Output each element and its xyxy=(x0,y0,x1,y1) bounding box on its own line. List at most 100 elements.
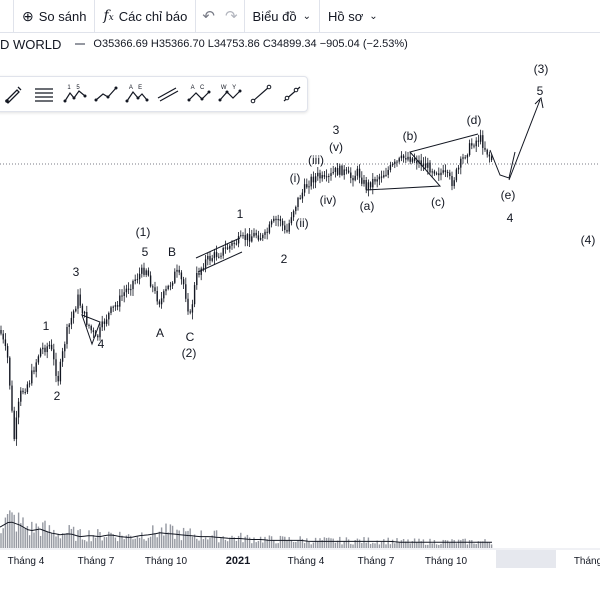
candle-body xyxy=(20,390,22,402)
chevron-down-icon: ⌄ xyxy=(302,10,311,22)
candle-body xyxy=(103,321,106,324)
volume-bar xyxy=(475,544,477,548)
volume-bar xyxy=(72,526,75,548)
volume-bar xyxy=(154,533,156,548)
volume-bar xyxy=(407,539,409,548)
candle-body xyxy=(171,282,174,286)
candle-body xyxy=(158,301,161,305)
candle-body xyxy=(72,311,75,318)
lines-tool-icon[interactable] xyxy=(29,79,58,109)
candle-body xyxy=(196,272,198,286)
volume-bar xyxy=(101,540,103,548)
wave-label: 2 xyxy=(54,389,61,403)
profile-menu-button[interactable]: Hồ sơ ⌄ xyxy=(320,0,386,32)
candle-body xyxy=(424,163,427,168)
chart-menu-button[interactable]: Biểu đồ ⌄ xyxy=(245,0,320,32)
wxy-wave-tool-icon[interactable]: W Y xyxy=(215,79,244,109)
correction-wave-tool-icon[interactable]: A E xyxy=(122,79,151,109)
impulse-wave-tool-icon[interactable]: 1 5 xyxy=(60,79,89,109)
volume-bar xyxy=(13,514,15,548)
candle-body xyxy=(134,279,136,282)
wave-label: 5 xyxy=(537,84,544,98)
candle-body xyxy=(273,218,275,222)
candle-body xyxy=(26,384,29,393)
candle-body xyxy=(407,156,409,160)
candle-body xyxy=(361,177,363,184)
volume-bar xyxy=(114,537,117,548)
candle-body xyxy=(246,234,249,241)
candle-body xyxy=(466,154,469,158)
candle-body xyxy=(365,180,367,190)
ohlc-values: O35366.69 H35366.70 L34753.86 C34899.34 … xyxy=(93,38,408,50)
parallel-channel-tool-icon[interactable] xyxy=(153,79,182,109)
wave-label: (b) xyxy=(403,129,418,143)
compare-button[interactable]: ⊕ So sánh xyxy=(14,0,96,32)
wave-label: (4) xyxy=(581,233,596,247)
compare-label: So sánh xyxy=(38,8,87,24)
candle-body xyxy=(92,330,95,333)
candle-body xyxy=(31,370,33,384)
wave-label: (d) xyxy=(467,113,482,127)
volume-bar xyxy=(105,537,108,548)
x-axis-tick-label: Tháng 10 xyxy=(425,556,468,567)
undo-icon[interactable]: ↶ xyxy=(202,8,215,25)
candle-body xyxy=(317,172,319,177)
volume-bar xyxy=(284,536,286,548)
volume-bar xyxy=(365,542,367,548)
triangle-wave-tool-icon[interactable] xyxy=(91,79,120,109)
trend-line-tool-icon[interactable] xyxy=(246,79,275,109)
candle-body xyxy=(400,155,403,159)
chart-menu-label: Biểu đồ xyxy=(252,8,297,24)
candle-body xyxy=(385,174,387,176)
x-axis-tick-label: 2021 xyxy=(226,555,250,567)
volume-bar xyxy=(486,541,488,548)
volume-bar xyxy=(288,537,290,548)
wave-label: B xyxy=(168,245,176,259)
candle-body xyxy=(108,312,110,320)
volume-bar xyxy=(336,540,339,548)
candle-body xyxy=(207,255,209,260)
pen-tool-icon[interactable] xyxy=(0,79,27,109)
candle-body xyxy=(152,286,154,288)
volume-bar xyxy=(215,530,218,548)
candle-body xyxy=(105,319,108,324)
candle-body xyxy=(442,170,444,173)
candle-body xyxy=(226,247,229,249)
candle-body xyxy=(306,184,308,188)
wave-label: 1 xyxy=(237,207,244,221)
volume-bar xyxy=(266,539,268,548)
tool-label: A E xyxy=(128,85,145,91)
candle-body xyxy=(213,252,216,259)
redo-icon[interactable]: ↷ xyxy=(224,8,238,25)
volume-bar xyxy=(130,535,132,548)
candle-body xyxy=(211,258,213,261)
candle-body xyxy=(262,234,264,239)
candle-body xyxy=(270,221,273,225)
volume-bar xyxy=(50,532,53,548)
candle-body xyxy=(259,238,262,240)
candle-body xyxy=(486,149,488,155)
candle-body xyxy=(215,252,218,257)
volume-bar xyxy=(319,538,321,548)
volume-bar xyxy=(42,522,44,548)
candle-body xyxy=(438,173,440,176)
volume-bar xyxy=(479,541,482,548)
indicators-button[interactable]: fx Các chỉ báo xyxy=(95,0,197,32)
volume-bar xyxy=(90,541,92,548)
candle-body xyxy=(352,178,354,181)
volume-bar xyxy=(35,523,37,548)
candle-body xyxy=(328,175,330,177)
candle-body xyxy=(165,289,167,292)
wave-label: (iii) xyxy=(308,153,324,167)
volume-bar xyxy=(473,543,475,548)
candle-body xyxy=(11,385,13,411)
candle-body xyxy=(222,247,224,256)
volume-bar xyxy=(323,537,326,548)
abc-wave-tool-icon[interactable]: A C xyxy=(184,79,213,109)
candle-body xyxy=(66,326,68,345)
tool-label: A C xyxy=(190,85,207,91)
candle-body xyxy=(0,330,2,334)
ray-tool-icon[interactable] xyxy=(277,79,306,109)
wave-label: (a) xyxy=(360,199,375,213)
